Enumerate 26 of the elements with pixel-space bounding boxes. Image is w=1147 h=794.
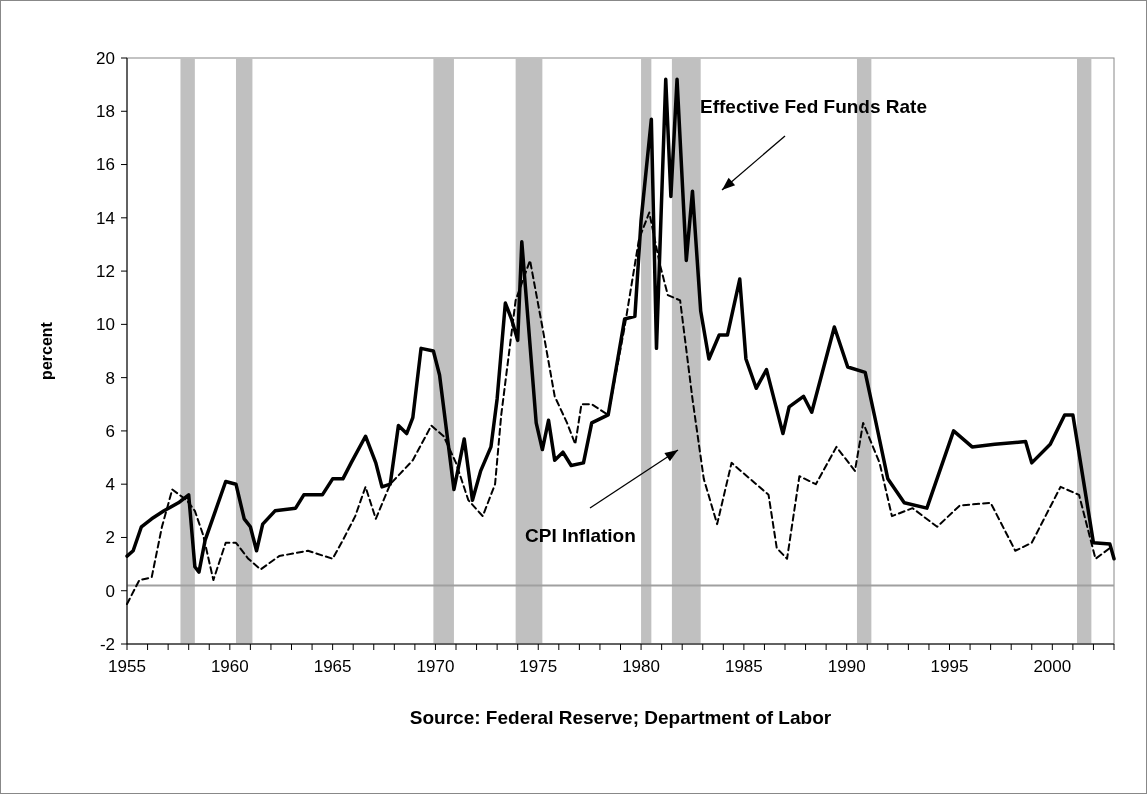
source-note: Source: Federal Reserve; Department of Labor: [409, 707, 832, 728]
y-axis-title: percent: [38, 321, 55, 380]
y-tick-label: 14: [96, 208, 115, 228]
text: CPI Inflation: [525, 525, 636, 546]
y-tick-label: 6: [105, 421, 115, 441]
x-tick-label: 1975: [519, 657, 558, 676]
y-tick-label: 2: [105, 528, 115, 548]
x-tick-label: 1955: [108, 657, 146, 676]
series-label: Effective Fed Funds Rate: [700, 96, 927, 117]
y-tick-label: 20: [96, 48, 115, 68]
x-tick-label: 1990: [827, 657, 866, 676]
y-tick-label: 18: [96, 102, 115, 122]
x-tick-label: 1985: [724, 657, 763, 676]
y-tick-label: 10: [96, 315, 115, 335]
y-tick-label: 0: [105, 581, 115, 601]
x-tick-label: 1980: [622, 657, 660, 676]
x-tick-label: 1970: [416, 657, 455, 676]
y-tick-label: 16: [96, 155, 115, 175]
y-tick-label: -2: [99, 634, 115, 654]
x-tick-label: 1965: [313, 657, 352, 676]
y-tick-label: 4: [105, 475, 115, 495]
x-tick-label: 1960: [210, 657, 249, 676]
y-tick-label: 8: [105, 368, 115, 388]
x-tick-label: 1995: [930, 657, 969, 676]
x-tick-label: 2000: [1033, 657, 1072, 676]
y-tick-label: 12: [96, 262, 115, 282]
